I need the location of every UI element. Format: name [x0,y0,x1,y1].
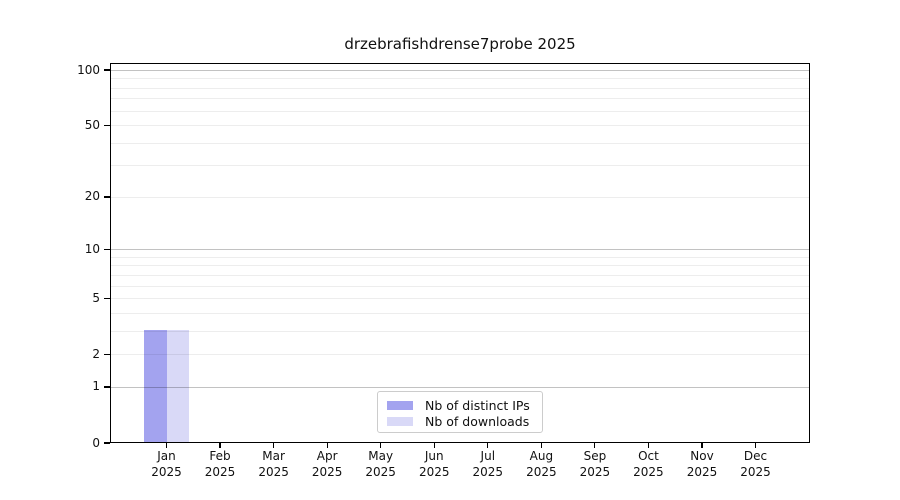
x-tick-mark [754,443,757,448]
x-tick-label: Feb 2025 [184,449,256,480]
x-tick-mark [273,443,275,448]
y-tick-label: 10 [84,241,100,256]
bar-nb-of-downloads-jan [166,329,189,442]
x-tick-year: 2025 [365,464,396,479]
x-tick-label: Dec 2025 [720,449,792,480]
x-tick-month: Nov [690,449,714,463]
plot-area [110,63,810,443]
y-tick-label: 20 [84,189,100,204]
x-tick-year: 2025 [258,464,289,479]
x-tick-mark [540,443,542,448]
x-tick-label: Jul 2025 [452,449,524,480]
legend-item-distinct-ips: Nb of distinct IPs [387,397,542,413]
legend: Nb of distinct IPs Nb of downloads [377,391,543,433]
x-tick-month: Apr [316,449,338,463]
y-tick-mark [104,248,110,250]
x-tick-label: Jan 2025 [131,449,203,480]
x-tick-label: Aug 2025 [505,449,577,480]
y-tick-mark [104,196,110,198]
bar-nb-of-distinct-ips-jan [144,329,167,442]
x-tick-year: 2025 [151,464,182,479]
x-tick-year: 2025 [579,464,611,479]
legend-item-downloads: Nb of downloads [387,413,542,429]
x-tick-year: 2025 [526,464,557,479]
x-tick-label: Jun 2025 [398,449,470,480]
x-tick-month: Sep [583,449,607,463]
x-tick-mark [594,443,596,448]
x-tick-label: Apr 2025 [291,449,363,480]
x-tick-mark [219,443,221,448]
legend-swatch-distinct-ips [387,400,413,410]
x-tick-mark [487,443,489,448]
y-tick-label: 100 [77,62,100,77]
y-tick-label: 0 [92,435,100,450]
y-tick-mark [104,442,110,444]
x-tick-month: Feb [209,449,231,463]
legend-swatch-downloads [387,416,413,426]
y-tick-mark [104,124,110,126]
y-tick-mark [104,353,110,355]
x-tick-label: Oct 2025 [612,449,684,480]
chart-title: drzebrafishdrense7probe 2025 [344,35,576,53]
x-tick-year: 2025 [204,464,236,479]
x-tick-mark [165,443,168,448]
x-tick-mark [380,443,382,448]
x-tick-month: Jun [424,449,444,463]
legend-label-downloads: Nb of downloads [425,413,530,429]
x-tick-mark [326,443,328,448]
x-tick-month: Dec [743,449,768,463]
y-tick-label: 1 [92,379,100,394]
x-tick-mark [701,443,703,448]
y-tick-mark [104,297,110,299]
x-tick-month: May [368,449,394,463]
x-tick-month: Oct [638,449,659,463]
legend-label-distinct-ips: Nb of distinct IPs [425,397,530,413]
y-tick-mark [104,386,110,388]
x-tick-mark [647,443,650,448]
x-tick-label: Sep 2025 [559,449,631,480]
y-tick-label: 50 [84,117,100,132]
y-tick-label: 5 [92,290,100,305]
y-tick-label: 2 [92,346,100,361]
x-tick-year: 2025 [633,464,664,479]
x-tick-month: Jan [157,449,176,463]
x-tick-year: 2025 [472,464,504,479]
y-tick-mark [104,69,110,71]
x-tick-year: 2025 [418,464,450,479]
bar-layer [111,64,809,442]
x-tick-month: Aug [529,449,554,463]
x-tick-month: Mar [262,449,285,463]
x-tick-year: 2025 [686,464,718,479]
x-tick-label: May 2025 [345,449,417,480]
x-tick-year: 2025 [311,464,343,479]
x-tick-label: Nov 2025 [666,449,738,480]
x-tick-mark [433,443,435,448]
x-tick-month: Jul [480,449,496,463]
x-tick-year: 2025 [740,464,771,479]
x-tick-label: Mar 2025 [238,449,310,480]
